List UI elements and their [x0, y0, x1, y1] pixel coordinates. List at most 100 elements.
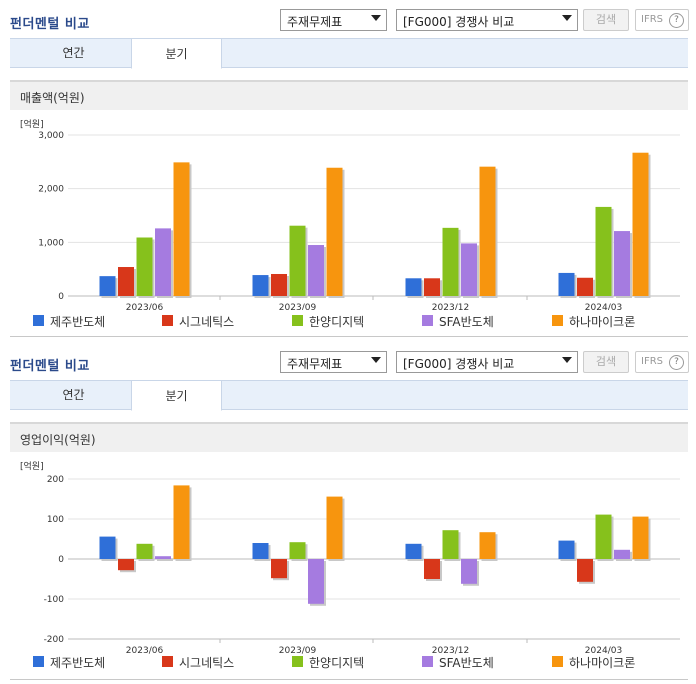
bar[interactable] — [614, 549, 630, 559]
panel-header: 펀더멘털 비교 주재무제표 [FG000] 경쟁사 비교 검색 IFRS ? — [0, 342, 696, 378]
y-tick-label: 2,000 — [38, 185, 64, 195]
bar[interactable] — [271, 559, 287, 579]
bar[interactable] — [577, 559, 593, 582]
bar[interactable] — [405, 543, 422, 559]
legend-label: 시그네틱스 — [179, 656, 235, 670]
bar[interactable] — [136, 543, 153, 559]
bar[interactable] — [479, 532, 496, 559]
bar[interactable] — [614, 231, 630, 296]
period-tabs: 연간 분기 — [10, 380, 688, 411]
compare-select-value: [FG000] 경쟁사 비교 — [403, 357, 515, 371]
divider — [10, 679, 688, 680]
bar[interactable] — [461, 243, 477, 296]
bar[interactable] — [252, 543, 269, 559]
bar[interactable] — [558, 540, 575, 559]
bar[interactable] — [118, 267, 134, 296]
legend-label: SFA반도체 — [439, 315, 494, 329]
tab-quarterly[interactable]: 분기 — [131, 380, 222, 411]
y-tick-label: 0 — [58, 292, 64, 302]
bar[interactable] — [442, 227, 459, 296]
legend-swatch — [33, 315, 44, 326]
bar[interactable] — [308, 559, 324, 604]
y-unit-label: [억원] — [20, 120, 44, 130]
ifrs-button[interactable]: IFRS ? — [635, 351, 689, 373]
panel-title: 펀더멘털 비교 — [10, 17, 90, 32]
x-tick-label: 2023/12 — [432, 646, 469, 656]
bar[interactable] — [442, 530, 459, 559]
legend-swatch — [162, 315, 173, 326]
y-unit-label: [억원] — [20, 462, 44, 472]
bar[interactable] — [155, 556, 171, 559]
ifrs-label: IFRS — [641, 356, 663, 367]
tab-quarterly[interactable]: 분기 — [131, 38, 222, 69]
legend-label: 한양디지텍 — [309, 656, 365, 670]
tab-annual[interactable]: 연간 — [62, 388, 85, 402]
tab-annual[interactable]: 연간 — [62, 46, 85, 60]
bar[interactable] — [271, 273, 287, 296]
ifrs-button[interactable]: IFRS ? — [635, 9, 689, 31]
chart-legend: 제주반도체 시그네틱스 한양디지텍 SFA반도체 하나마이크론 — [0, 654, 696, 670]
bar[interactable] — [326, 167, 343, 296]
search-button[interactable]: 검색 — [583, 9, 629, 31]
x-tick-label: 2023/09 — [279, 303, 317, 310]
y-tick-label: 100 — [47, 515, 64, 525]
y-tick-label: 0 — [58, 555, 64, 565]
bar[interactable] — [173, 162, 190, 296]
chevron-down-icon — [562, 357, 572, 363]
bar[interactable] — [424, 278, 440, 296]
chart-title-bar: 영업이익(억원) — [10, 422, 688, 452]
legend-label: 하나마이크론 — [569, 315, 636, 329]
ifrs-label: IFRS — [641, 14, 663, 25]
x-tick-label: 2023/06 — [126, 646, 164, 656]
bar[interactable] — [252, 275, 269, 296]
compare-select[interactable]: [FG000] 경쟁사 비교 — [396, 9, 578, 31]
bar[interactable] — [136, 237, 153, 296]
legend-label: 제주반도체 — [50, 656, 106, 670]
y-tick-label: 200 — [47, 475, 64, 485]
divider — [10, 336, 688, 337]
bar[interactable] — [289, 225, 306, 296]
bar[interactable] — [577, 277, 593, 296]
help-icon[interactable]: ? — [669, 13, 684, 28]
statement-select-value: 주재무제표 — [287, 15, 343, 29]
statement-select[interactable]: 주재무제표 — [280, 351, 387, 373]
operating-income-chart: -200 -100 0 100 200 2023/06 2023/09 2023/12 2024… — [44, 475, 680, 656]
bar[interactable] — [558, 272, 575, 296]
bar[interactable] — [118, 559, 134, 571]
chart-title: 매출액(억원) — [20, 91, 85, 105]
legend-swatch — [552, 315, 563, 326]
help-icon[interactable]: ? — [669, 355, 684, 370]
bar[interactable] — [173, 485, 190, 559]
bar[interactable] — [405, 278, 422, 296]
legend-swatch — [292, 315, 303, 326]
search-button[interactable]: 검색 — [583, 351, 629, 373]
bar[interactable] — [99, 276, 116, 296]
bar[interactable] — [289, 542, 306, 559]
bar[interactable] — [632, 152, 649, 296]
legend-swatch — [292, 656, 303, 667]
bar[interactable] — [99, 536, 116, 559]
bar[interactable] — [326, 496, 343, 559]
compare-select[interactable]: [FG000] 경쟁사 비교 — [396, 351, 578, 373]
statement-select[interactable]: 주재무제표 — [280, 9, 387, 31]
bar[interactable] — [308, 245, 324, 296]
bar[interactable] — [479, 166, 496, 296]
panel-header: 펀더멘털 비교 주재무제표 [FG000] 경쟁사 비교 검색 IFRS ? — [0, 0, 696, 36]
bar[interactable] — [461, 559, 477, 584]
legend-swatch — [422, 656, 433, 667]
bar[interactable] — [595, 514, 612, 559]
x-tick-label: 2023/06 — [126, 303, 164, 310]
bar[interactable] — [155, 228, 171, 296]
bar[interactable] — [595, 206, 612, 296]
chevron-down-icon — [562, 15, 572, 21]
x-tick-label: 2023/09 — [279, 646, 317, 656]
y-tick-label: 1,000 — [38, 238, 64, 248]
bar[interactable] — [424, 559, 440, 579]
y-tick-label: -100 — [44, 595, 65, 605]
bar[interactable] — [632, 516, 649, 559]
panel-title: 펀더멘털 비교 — [10, 359, 90, 374]
legend-label: 시그네틱스 — [179, 315, 235, 329]
x-tick-label: 2024/03 — [585, 646, 622, 656]
legend-swatch — [162, 656, 173, 667]
legend-label: 제주반도체 — [50, 315, 106, 329]
